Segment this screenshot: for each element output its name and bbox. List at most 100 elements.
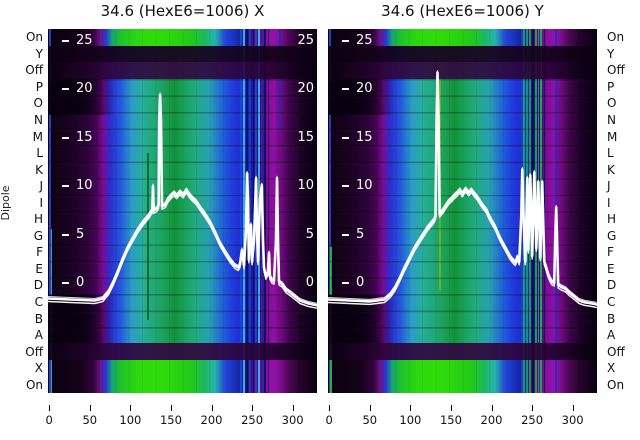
y-tick-dash (62, 136, 69, 139)
panel-title-x: 34.6 (HexE6=1006) X (100, 2, 265, 20)
blob-corner-shade-top (48, 78, 317, 115)
trace-curve (48, 92, 317, 310)
y-tick-label-right: 20 (297, 81, 314, 97)
row-label: C (34, 295, 43, 309)
x-tick (410, 405, 412, 411)
row-label: B (607, 311, 616, 326)
row-label: Y (607, 46, 615, 61)
y-tick-label: 10 (76, 178, 93, 194)
row-label: H (607, 212, 617, 227)
x-tick-label: 200 (480, 413, 503, 427)
heatmap-dim-row (48, 45, 317, 63)
x-tick (329, 405, 331, 411)
heatmap-off-row-bottom (48, 343, 317, 360)
y-tick-dash (342, 233, 349, 236)
y-tick-label: 5 (356, 226, 365, 242)
y-tick-label-right: 10 (297, 178, 314, 194)
row-label: G (607, 228, 617, 243)
x-tick (532, 405, 534, 411)
x-tick (89, 405, 91, 411)
row-label: P (35, 79, 43, 94)
column-banding (48, 29, 317, 393)
row-label: Y (35, 46, 43, 61)
y-tick-dash (342, 136, 349, 139)
row-label: K (35, 162, 43, 177)
row-label: C (607, 295, 616, 309)
row-label: On (25, 377, 43, 392)
x-tick-label: 250 (521, 413, 544, 427)
row-label: D (33, 278, 43, 293)
glitch-column (243, 29, 245, 393)
row-label: H (33, 212, 43, 227)
row-label: E (607, 261, 615, 276)
y-tick-label: 10 (356, 178, 373, 194)
x-tick-label: 0 (325, 413, 333, 427)
row-label: E (35, 261, 43, 276)
heatmap-off-row-bottom (328, 343, 597, 360)
glitch-column (264, 29, 266, 393)
y-tick-dash (62, 185, 69, 188)
column-banding (328, 29, 597, 393)
row-label: J (39, 179, 43, 194)
row-label: On (25, 30, 43, 45)
trace-line (48, 93, 317, 307)
row-label: M (32, 129, 43, 144)
y-tick-dash (62, 282, 69, 284)
x-tick-label: 0 (45, 413, 53, 427)
y-tick-dash (62, 88, 69, 91)
y-tick-label-right: 0 (305, 275, 314, 290)
x-tick (491, 405, 493, 411)
heatmap-bright-band-bottom (328, 359, 597, 393)
heatmap-panel-y: 25 20 15 10 5 0 (328, 29, 597, 393)
row-label: L (607, 146, 614, 161)
x-tick (170, 405, 172, 411)
row-label: F (607, 245, 614, 260)
y-tick-label: 20 (76, 81, 93, 97)
row-label: O (607, 96, 617, 111)
x-tick-label: 50 (362, 413, 378, 427)
y-tick-label: 15 (76, 129, 93, 145)
row-label: Off (25, 344, 43, 359)
x-tick (450, 405, 452, 411)
heatmap-off-row-top (328, 62, 597, 79)
x-tick (572, 405, 574, 411)
y-tick-label: 5 (76, 226, 85, 242)
y-tick-dash (62, 233, 69, 236)
row-label: A (34, 328, 43, 343)
glitch-column (328, 29, 331, 393)
y-tick-dash (342, 282, 349, 284)
glitch-column (248, 29, 252, 393)
blob-corner-shade-top (328, 78, 597, 115)
row-labels-right: On Y Off P O N M L K J I H G F E D C B A Off X On (607, 29, 640, 393)
x-tick-label: 150 (439, 413, 462, 427)
heatmap-off-row-top (48, 62, 317, 79)
glitch-column (147, 152, 150, 321)
x-tick-label: 300 (561, 413, 584, 427)
x-tick (130, 405, 132, 411)
x-tick-label: 100 (119, 413, 142, 427)
row-label: X (34, 361, 43, 376)
x-tick-label: 300 (281, 413, 304, 427)
row-label: L (36, 146, 43, 161)
x-tick-label: 250 (241, 413, 264, 427)
row-label: O (33, 96, 43, 111)
glitch-column (252, 29, 255, 393)
x-tick-label: 100 (399, 413, 422, 427)
row-label: X (607, 361, 616, 376)
panel-title-y: 34.6 (HexE6=1006) Y (381, 2, 544, 20)
row-label: On (607, 30, 625, 45)
row-label: I (607, 195, 611, 210)
x-tick-label: 200 (200, 413, 223, 427)
blob-corner-shade-bottom (328, 295, 597, 343)
row-label: Off (607, 63, 625, 78)
row-label: F (36, 245, 43, 260)
row-label: I (39, 195, 43, 210)
y-tick-dash (62, 39, 69, 42)
y-tick-label: 0 (76, 275, 85, 290)
row-label: K (607, 162, 615, 177)
row-label: A (607, 328, 616, 343)
heatmap-bright-band-bottom (48, 359, 317, 393)
y-tick-label: 25 (76, 32, 93, 48)
trace-line (328, 74, 597, 309)
y-tick-label: 15 (356, 129, 373, 145)
